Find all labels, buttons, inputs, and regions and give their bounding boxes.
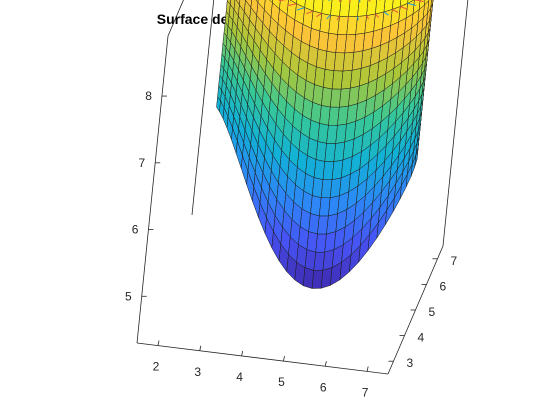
axis-line [191,0,215,216]
normal-arrow [338,0,341,3]
surface-facet [351,50,364,71]
normal-arrow [296,7,305,11]
surface-facet [348,0,360,17]
z-tick-label: 5 [125,289,132,303]
normal-arrow [399,6,408,10]
axes-box-back [167,0,215,216]
normal-arrow [336,16,340,21]
surface-facet [296,0,306,8]
normal-arrow [383,11,389,16]
surface-facet [348,85,360,107]
axis-line [442,0,469,247]
surface-facet [344,120,357,143]
z-tick-label: 8 [145,89,152,103]
normal-arrow [347,16,349,21]
normal-arrow [357,16,359,21]
normal-arrow [316,12,322,18]
x-tick-mark [157,340,160,346]
surface-facet [339,0,351,17]
surface-facet [304,0,315,12]
surface-facet [279,0,289,15]
surface-facet [226,0,232,5]
surface-facet [312,0,324,14]
x-tick-label: 2 [153,360,160,374]
y-tick-label: 7 [451,254,458,268]
normal-arrow [287,3,297,7]
surface-facet [407,0,415,4]
normal-arrow [306,10,314,15]
z-axis-line [136,35,169,344]
normal-arrow [359,0,361,3]
surface-facet [355,15,367,35]
x-tick-label: 6 [320,380,327,394]
axis-line [167,0,184,37]
surface-facet [330,0,342,17]
normal-arrow [414,0,424,2]
surface-facet [350,68,362,89]
x-tick-mark [199,345,202,351]
x-axis-line [136,342,389,375]
normal-arrow [407,2,416,7]
surface-facet [255,0,259,3]
normal-arrow [328,0,331,2]
y-tick-label: 5 [429,305,436,319]
x-tick-mark [366,366,369,372]
surface-facet [391,0,402,10]
surface-facet [353,32,365,53]
x-tick-mark [283,355,285,362]
normal-arrow [326,14,331,20]
surface-facet [272,0,281,10]
surface-facet [269,0,273,3]
normal-vectors [278,0,424,21]
surface-facet [357,0,369,17]
z-tick-label: 6 [132,223,139,237]
surface-facet [321,0,333,16]
surface-facet [235,0,241,5]
normal-arrow [349,0,351,3]
surface-facet [424,0,430,6]
x-tick-mark [324,361,327,367]
y-tick-label: 4 [418,331,425,345]
x-tick-label: 5 [278,375,285,389]
normal-arrow [374,13,380,18]
y-tick-label: 6 [440,279,447,293]
surface-facet [399,0,409,7]
x-tick-mark [241,350,244,357]
normal-arrow [392,8,399,13]
normal-arrow [368,0,371,2]
surface-facet [257,0,266,10]
normal-arrow [278,0,287,2]
x-tick-label: 4 [236,370,243,384]
y-tick-label: 3 [407,356,414,370]
surface-facet [346,103,358,125]
surface-facet [289,0,298,4]
normal-arrow [366,15,369,20]
surface-facet [245,0,252,8]
z-tick-label: 7 [139,156,146,170]
x-tick-label: 7 [362,385,369,399]
surface-facet [230,0,236,10]
bezier-surface [216,0,434,289]
surface-facet [366,0,377,16]
x-tick-label: 3 [194,365,201,379]
